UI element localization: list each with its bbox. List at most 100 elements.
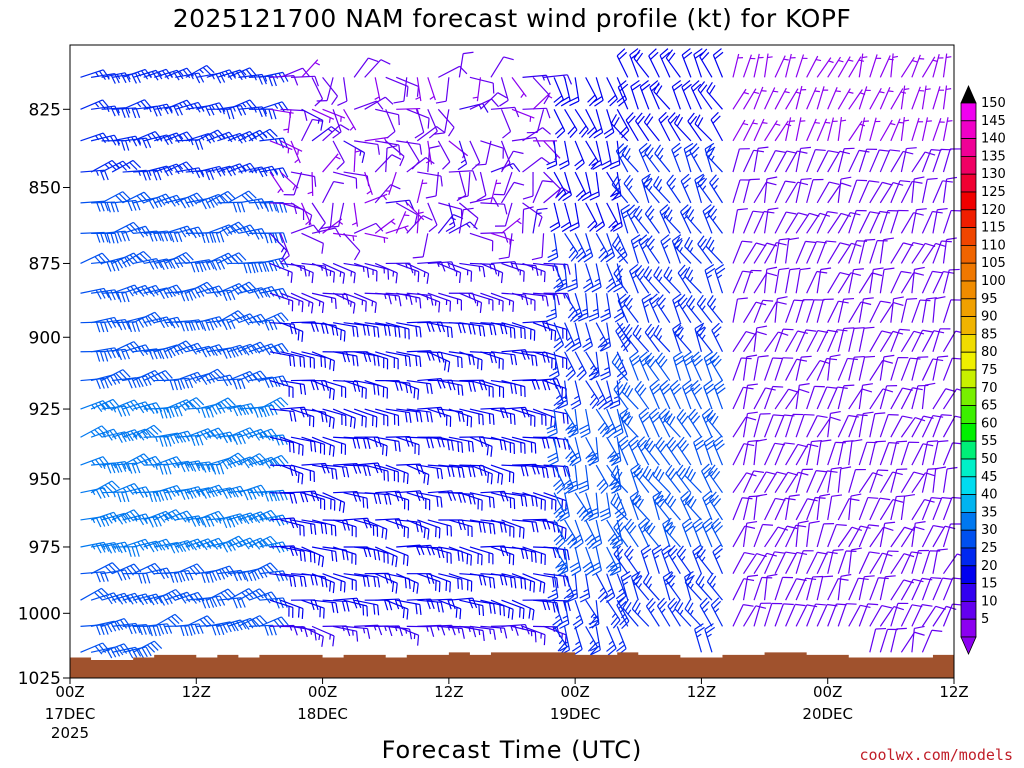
barb-full — [567, 286, 578, 292]
barb-full — [535, 355, 538, 367]
barb-full — [413, 387, 416, 399]
barb-full — [217, 129, 226, 139]
barb-full — [242, 346, 250, 356]
barb-full — [488, 413, 491, 425]
barb-half — [562, 615, 568, 619]
barb-full — [184, 321, 189, 332]
barb-full — [99, 516, 106, 527]
wind-barb — [611, 353, 629, 381]
barb-full — [167, 436, 172, 447]
barb-half — [489, 628, 492, 635]
barb-half — [394, 295, 397, 301]
barb-full — [362, 576, 366, 587]
barb-full — [205, 572, 210, 583]
barb-full — [299, 550, 302, 562]
barb-full — [208, 373, 215, 383]
barb-full — [129, 223, 138, 233]
barb-half — [571, 278, 577, 282]
barb-half — [328, 117, 331, 123]
wind-barb — [546, 293, 557, 322]
barb-full — [144, 285, 152, 295]
barb-half — [228, 489, 233, 495]
barb-full — [166, 623, 173, 634]
wind-barb — [80, 169, 109, 181]
barb-full — [313, 176, 317, 187]
barb-full — [220, 256, 229, 265]
wind-barb — [553, 171, 567, 201]
barb-full — [329, 388, 332, 399]
barb-full — [457, 467, 461, 478]
wind-barb — [122, 137, 152, 149]
barb-full — [110, 348, 116, 359]
barb-full — [204, 374, 212, 384]
barb-half — [628, 185, 633, 191]
barb-staff — [532, 76, 550, 96]
barb-half — [339, 271, 342, 277]
wind-barb — [469, 196, 499, 207]
wind-barb — [564, 322, 575, 352]
barb-full — [282, 490, 288, 501]
barb-half — [509, 164, 514, 170]
barb-full — [478, 325, 482, 336]
wind-barb — [101, 405, 131, 417]
barb-full — [142, 251, 152, 260]
wind-barb — [238, 406, 267, 418]
barb-full — [249, 131, 258, 140]
barb-half — [551, 588, 557, 593]
barb-full — [457, 578, 459, 589]
wind-barb — [185, 64, 215, 78]
barb-full — [215, 596, 222, 607]
barb-full — [180, 321, 185, 332]
barb-full — [256, 486, 264, 496]
barb-staff — [364, 59, 382, 78]
barb-full — [252, 373, 261, 383]
barb-full — [509, 327, 512, 338]
barb-half — [307, 191, 313, 195]
barb-staff — [154, 194, 178, 204]
barb-half — [91, 404, 96, 410]
barb-full — [489, 523, 492, 534]
barb-full — [447, 466, 451, 477]
barb-full — [493, 352, 497, 364]
barb-half — [390, 220, 396, 225]
barb-half — [652, 304, 658, 309]
barb-full — [253, 229, 260, 240]
barb-full — [94, 591, 103, 600]
barb-full — [329, 359, 332, 370]
barb-full — [497, 92, 508, 99]
wind-barb — [217, 104, 247, 116]
barb-full — [264, 320, 270, 331]
barb-full — [567, 282, 578, 288]
barb-full — [156, 625, 161, 637]
barb-half — [352, 235, 355, 242]
barb-full — [293, 411, 297, 422]
barb-full — [531, 379, 536, 390]
barb-full — [136, 457, 145, 466]
barb-half — [460, 159, 466, 164]
barb-full — [193, 593, 201, 603]
barb-half — [613, 395, 620, 400]
wind-barb — [227, 370, 258, 383]
barb-full — [159, 464, 164, 475]
barb-full — [510, 383, 513, 394]
barb-half — [227, 541, 233, 546]
barb-half — [351, 222, 358, 226]
wind-barb — [80, 350, 109, 362]
wind-barb — [564, 292, 578, 322]
wind-barb — [280, 262, 307, 277]
barb-full — [352, 355, 355, 366]
wind-barb — [495, 202, 513, 227]
barb-full — [352, 326, 355, 337]
barb-full — [373, 384, 376, 395]
barb-full — [227, 397, 236, 406]
barb-half — [253, 107, 257, 113]
barb-full — [293, 576, 297, 588]
wind-barb — [364, 171, 373, 195]
barb-full — [580, 596, 590, 603]
barb-full — [131, 107, 137, 119]
barb-full — [310, 523, 313, 535]
barb-full — [103, 516, 110, 527]
barb-full — [478, 522, 482, 533]
wind-barb — [591, 140, 603, 170]
barb-staff — [196, 129, 218, 142]
